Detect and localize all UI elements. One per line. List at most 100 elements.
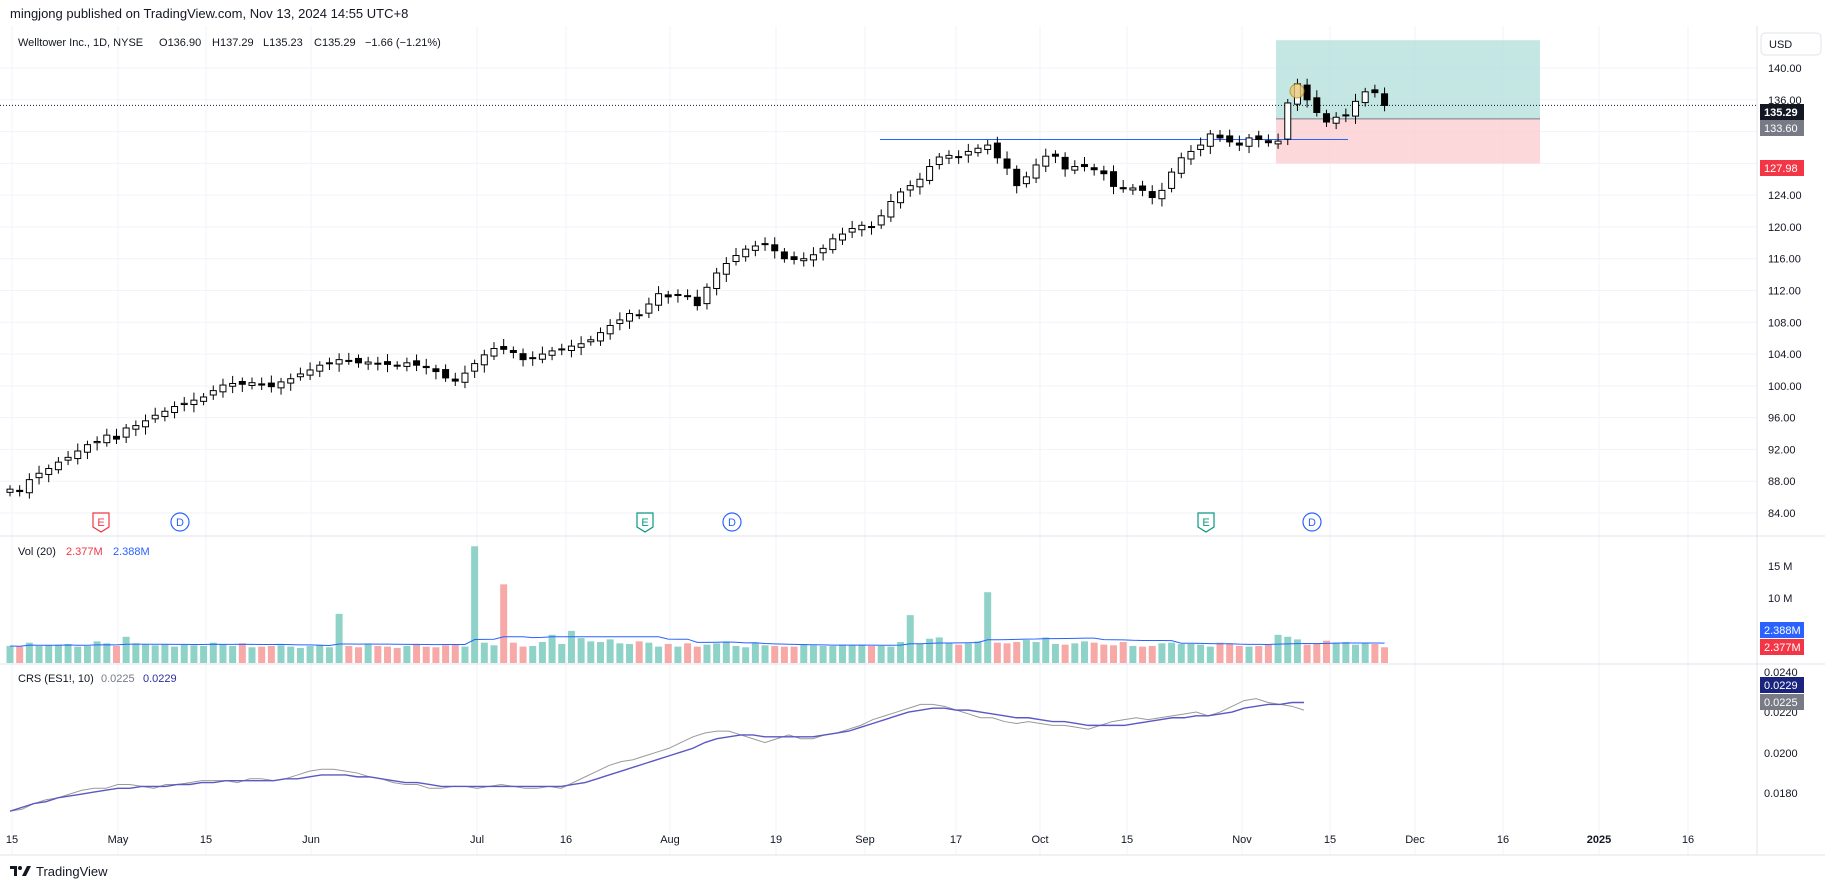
currency-button[interactable]: USD <box>1760 32 1822 56</box>
candle-body <box>471 363 479 372</box>
candle-body <box>606 324 614 335</box>
candle-body <box>761 243 769 246</box>
volume-bar <box>442 645 450 663</box>
candle-body <box>984 144 992 150</box>
event-marker-E[interactable]: E <box>92 512 110 533</box>
candle-body <box>432 368 440 373</box>
candle-body <box>626 313 634 322</box>
event-label: E <box>1202 517 1209 529</box>
volume-bar <box>655 646 663 663</box>
volume-bar <box>461 646 469 663</box>
event-marker-D[interactable]: D <box>722 512 742 532</box>
volume-bar <box>296 647 304 663</box>
candle-body <box>1051 153 1059 157</box>
volume-bar <box>219 643 227 663</box>
event-marker-E[interactable]: E <box>636 512 654 533</box>
volume-bar <box>674 646 682 663</box>
svg-text:2.388M: 2.388M <box>113 546 150 558</box>
volume-bar <box>616 643 624 663</box>
crs-legend[interactable]: CRS (ES1!, 10) 0.0225 0.0229 <box>18 673 177 685</box>
candle-body <box>16 489 24 493</box>
volume-bar <box>1042 637 1050 663</box>
price-tick-label: 88.00 <box>1768 476 1796 488</box>
volume-bar <box>877 645 885 663</box>
price-tick-label: 92.00 <box>1768 444 1796 456</box>
volume-bar <box>635 641 643 663</box>
earnings-icon <box>636 512 654 533</box>
candle-body <box>1071 166 1079 171</box>
volume-bar <box>345 645 353 663</box>
volume-bar <box>1206 646 1214 663</box>
candle-body <box>1313 97 1321 114</box>
candle-body <box>1284 102 1292 140</box>
candle-body <box>112 435 120 440</box>
volume-bar <box>1051 643 1059 663</box>
volume-bar <box>567 630 575 663</box>
volume-bar <box>258 646 266 663</box>
volume-bar <box>132 643 140 663</box>
tradingview-logo-icon <box>10 866 31 876</box>
candle-body <box>848 228 856 233</box>
volume-bar <box>171 646 179 663</box>
price-tick-label: 136.00 <box>1768 95 1802 107</box>
candle-body <box>1158 189 1166 200</box>
event-marker-D[interactable]: D <box>170 512 190 532</box>
volume-bar <box>316 644 324 663</box>
volume-bar <box>829 645 837 663</box>
time-tick-label: Sep <box>855 834 875 846</box>
horizontal-lines[interactable] <box>0 104 1757 141</box>
volume-bar <box>306 645 314 663</box>
candle-body <box>1110 171 1118 187</box>
footer-brand[interactable]: TradingView <box>10 862 108 880</box>
candle-body <box>1080 164 1088 168</box>
event-marker-D[interactable]: D <box>1302 512 1322 532</box>
event-marker-E[interactable]: E <box>1197 512 1215 533</box>
price-tick-label: 84.00 <box>1768 508 1796 520</box>
volume-bar <box>354 647 362 663</box>
candle-body <box>1090 167 1098 171</box>
legend-symbol[interactable]: Welltower Inc., 1D, NYSE <box>18 37 143 49</box>
candle-body <box>800 258 808 262</box>
volume-bar <box>926 638 934 663</box>
event-label: E <box>97 517 104 529</box>
volume-bar <box>1129 645 1137 663</box>
volume-bar <box>335 613 343 663</box>
volume-bar <box>1080 641 1088 663</box>
volume-bar <box>538 642 546 663</box>
footer-brand-label: TradingView <box>36 863 108 879</box>
event-label: E <box>641 517 648 529</box>
candle-body <box>248 382 256 386</box>
volume-bar <box>238 643 246 663</box>
earnings-icon <box>1197 512 1215 533</box>
volume-bar <box>838 644 846 663</box>
volume-legend[interactable]: Vol (20) 2.377M 2.388M <box>18 546 150 558</box>
volume-bar <box>529 645 537 663</box>
svg-text:133.60: 133.60 <box>1764 123 1798 135</box>
candle-body <box>790 256 798 261</box>
candle-body <box>296 373 304 378</box>
candle-body <box>1371 89 1379 94</box>
volume-bar <box>742 647 750 663</box>
candle-body <box>809 254 817 261</box>
volume-bar <box>1013 642 1021 663</box>
candle-body <box>422 365 430 369</box>
candlestick-series <box>6 78 1389 499</box>
time-tick-label: 19 <box>770 834 782 846</box>
price-axis[interactable]: 140.00136.00132.00128.00124.00120.00116.… <box>1768 63 1802 520</box>
volume-bar <box>1148 645 1156 663</box>
volume-bar <box>64 643 72 663</box>
candle-body <box>461 372 469 383</box>
volume-bar <box>180 644 188 663</box>
time-axis[interactable]: 15 May 15 Jun Jul 16 Aug 19 Sep 17 Oct 15 Nov 15 Dec 16… <box>6 834 1694 846</box>
loss-zone <box>1276 118 1540 164</box>
candle-body <box>364 361 372 365</box>
volume-bar <box>1022 640 1030 663</box>
price-tick-label: 140.00 <box>1768 63 1802 75</box>
volume-bar <box>1061 644 1069 663</box>
legend-ohlc: O136.90 H137.29 L135.23 C135.29 −1.66 (−… <box>159 37 441 49</box>
candle-body <box>277 381 285 389</box>
candle-body <box>384 361 392 365</box>
time-tick-label: Dec <box>1405 834 1425 846</box>
